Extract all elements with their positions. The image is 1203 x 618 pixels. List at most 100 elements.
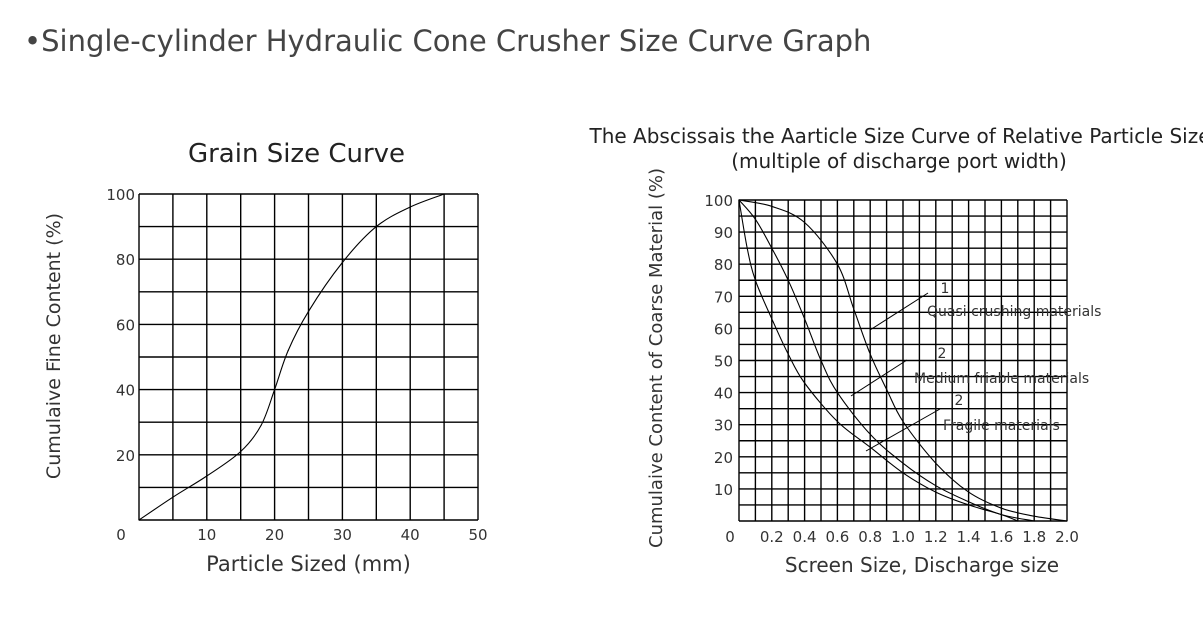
x-tick-label: 40 <box>401 526 420 544</box>
chart-title: The Abscissais the Aarticle Size Curve o… <box>588 124 1203 148</box>
data-point <box>746 247 748 249</box>
chart-title: Grain Size Curve <box>188 139 405 169</box>
data-point <box>341 261 343 264</box>
data-point <box>240 450 242 453</box>
data-point <box>771 205 773 208</box>
data-point <box>968 491 970 493</box>
data-point <box>902 472 904 474</box>
data-point <box>804 318 806 320</box>
origin-label: 0 <box>725 528 735 546</box>
data-point <box>869 353 871 355</box>
y-tick-label: 100 <box>106 186 135 204</box>
data-point <box>754 279 757 281</box>
x-tick-label: 1.4 <box>957 528 981 546</box>
leader-line <box>865 408 941 452</box>
grain-size-chart: Grain Size Curve 10 20 30 40 50 20 40 60 80 100 0 Pa… <box>43 139 488 576</box>
y-tick-label: 60 <box>714 320 733 338</box>
data-point <box>1066 520 1068 522</box>
x-tick-label: 1.8 <box>1022 528 1046 546</box>
y-axis-label: Cumulaive Content of Coarse Material (%) <box>646 168 667 548</box>
data-point <box>287 349 289 352</box>
data-point <box>375 226 377 228</box>
data-point <box>172 496 174 498</box>
data-point <box>206 475 208 477</box>
data-point <box>935 491 937 493</box>
annotation-fragile-number: 2 <box>955 393 964 409</box>
x-tick-label: 0.6 <box>825 528 849 546</box>
data-point <box>935 462 937 464</box>
data-point <box>260 424 262 427</box>
x-tick-label: 50 <box>468 526 487 544</box>
y-tick-label: 10 <box>714 481 733 499</box>
x-tick-label: 0.4 <box>793 528 817 546</box>
data-point <box>836 392 839 394</box>
annotation-medium-friable-number: 2 <box>938 346 947 362</box>
y-tick-label: 100 <box>704 192 733 210</box>
x-tick-label: 2.0 <box>1055 528 1079 546</box>
data-point <box>869 446 871 448</box>
relative-particle-size-chart: The Abscissais the Aarticle Size Curve o… <box>588 124 1203 577</box>
data-point <box>968 501 970 503</box>
x-axis-label: Screen Size, Discharge size <box>785 553 1059 577</box>
leader-line <box>850 359 908 397</box>
data-point <box>443 193 445 195</box>
leader-line <box>869 292 929 331</box>
data-point <box>1000 513 1003 516</box>
y-tick-label: 90 <box>714 224 733 242</box>
x-tick-label: 1.2 <box>924 528 948 546</box>
x-tick-label: 1.6 <box>989 528 1013 546</box>
data-point <box>1000 507 1003 509</box>
data-point <box>804 221 806 224</box>
y-tick-label: 80 <box>116 251 135 269</box>
data-point <box>1033 520 1035 522</box>
data-point <box>804 382 806 384</box>
y-tick-label: 20 <box>714 449 733 467</box>
y-tick-label: 80 <box>714 256 733 274</box>
data-point <box>902 420 904 423</box>
data-point <box>138 519 140 521</box>
y-tick-label: 20 <box>116 447 135 465</box>
data-point <box>836 420 839 423</box>
annotation-fragile-label: Fragile materials <box>943 418 1060 434</box>
x-tick-label: 10 <box>197 526 216 544</box>
data-point <box>902 462 904 464</box>
series-line <box>138 193 445 521</box>
y-tick-label: 40 <box>116 382 135 400</box>
data-point <box>968 504 970 506</box>
data-point <box>738 199 740 201</box>
y-tick-label: 60 <box>116 316 135 334</box>
x-tick-label: 20 <box>265 526 284 544</box>
y-tick-label: 30 <box>714 417 733 435</box>
x-axis-label: Particle Sized (mm) <box>206 552 411 576</box>
x-tick-label: 1.0 <box>891 528 915 546</box>
annotation-quasi-crushing-number: 1 <box>941 281 950 297</box>
y-axis-label: Cumulaive Fine Content (%) <box>43 213 65 479</box>
y-tick-label: 70 <box>714 288 733 306</box>
annotation-quasi-crushing-label: Quasi crushing materials <box>927 304 1101 320</box>
data-point <box>1017 520 1019 522</box>
x-tick-label: 30 <box>333 526 352 544</box>
data-point <box>787 279 789 281</box>
data-point <box>886 388 888 390</box>
data-point <box>409 206 411 208</box>
data-point <box>754 218 757 220</box>
data-point <box>820 359 822 362</box>
data-point <box>771 318 773 320</box>
data-point <box>935 485 937 487</box>
annotation-medium-friable-label: Medium friable materials <box>914 371 1089 387</box>
data-point <box>853 308 855 310</box>
y-tick-label: 40 <box>714 385 733 403</box>
data-point <box>869 433 871 435</box>
data-point <box>787 353 789 355</box>
origin-label: 0 <box>116 526 126 544</box>
chart-subtitle: (multiple of discharge port width) <box>731 149 1067 173</box>
data-point <box>836 263 839 265</box>
y-tick-label: 50 <box>714 353 733 371</box>
data-point <box>771 247 773 249</box>
x-tick-label: 0.2 <box>760 528 784 546</box>
data-point <box>274 389 276 391</box>
data-point <box>1033 515 1035 517</box>
data-point <box>307 310 310 312</box>
x-tick-label: 0.8 <box>858 528 882 546</box>
